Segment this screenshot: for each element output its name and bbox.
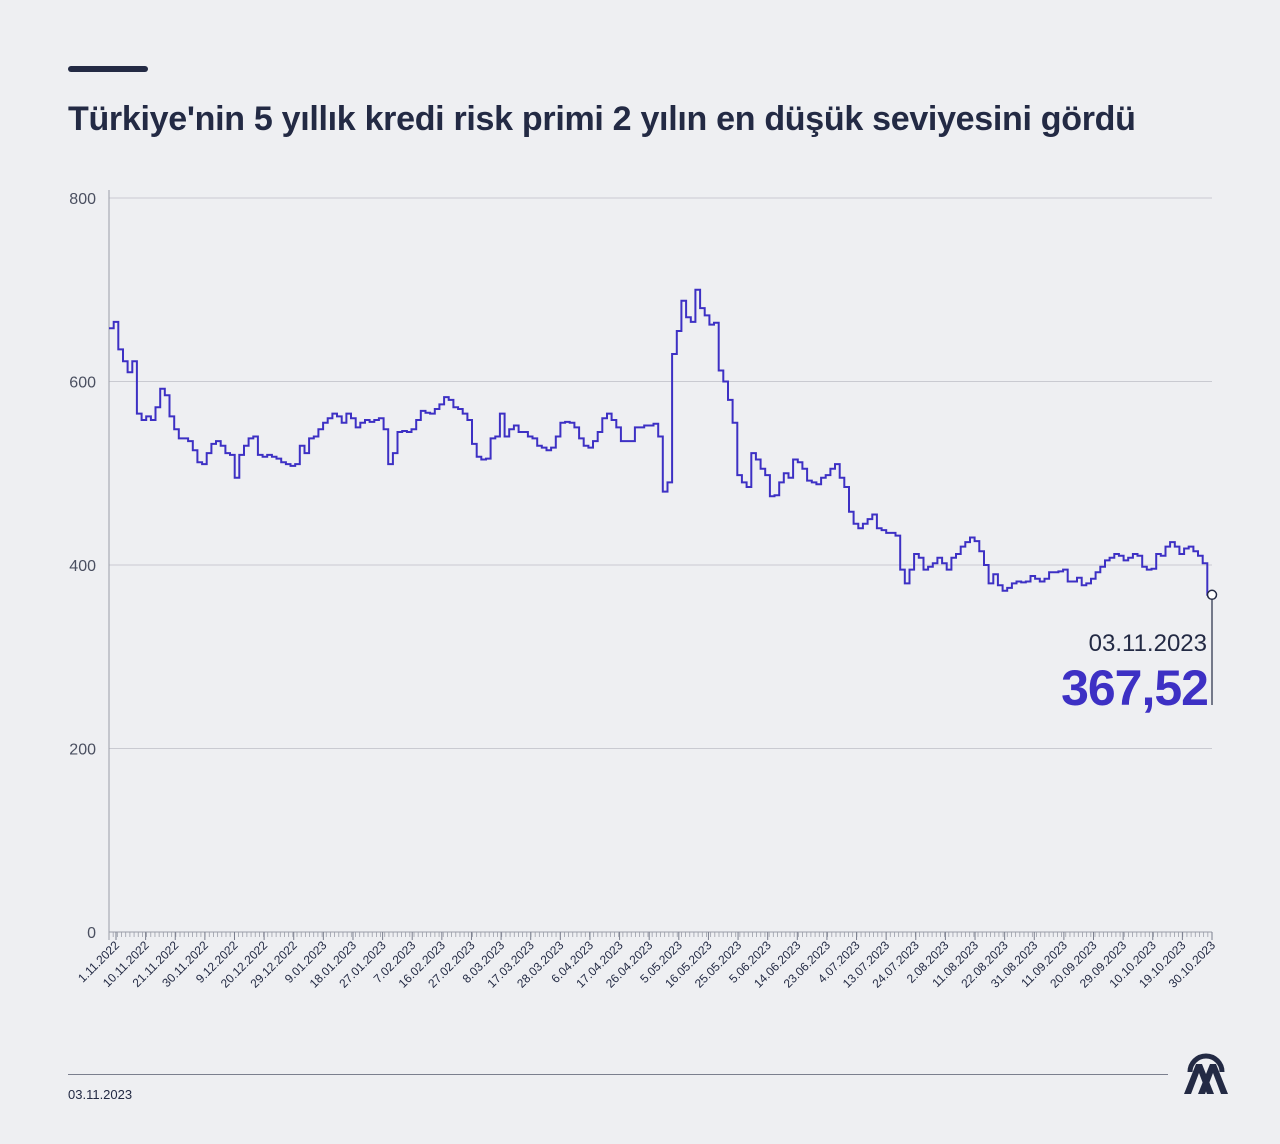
footer-date: 03.11.2023	[68, 1087, 133, 1102]
x-axis: 1.11.202210.11.202221.11.202230.11.20229…	[75, 931, 1218, 991]
aa-logo-icon	[1184, 1053, 1228, 1094]
y-tick-label: 800	[69, 191, 96, 208]
last-value-label: 367,52	[1061, 660, 1208, 716]
chart-title: Türkiye'nin 5 yıllık kredi risk primi 2 …	[68, 100, 1136, 138]
y-tick-label: 200	[69, 742, 96, 759]
footer-divider	[68, 1074, 1168, 1075]
last-value-annotation: 03.11.2023 367,52	[1061, 589, 1218, 716]
title-accent-bar	[68, 66, 148, 72]
y-axis: 0 200 400 600 800	[69, 190, 110, 942]
last-date-label: 03.11.2023	[1089, 630, 1207, 657]
line-chart: 0 200 400 600 800 1.11.202210.11.202221.11.2…	[69, 190, 1218, 991]
y-tick-label: 0	[87, 925, 96, 942]
grid-lines	[109, 197, 1212, 749]
y-tick-label: 600	[69, 375, 96, 392]
last-point-marker	[1206, 589, 1218, 601]
series-layer	[109, 288, 1212, 596]
y-tick-label: 400	[69, 558, 96, 575]
series-line	[109, 288, 1212, 596]
